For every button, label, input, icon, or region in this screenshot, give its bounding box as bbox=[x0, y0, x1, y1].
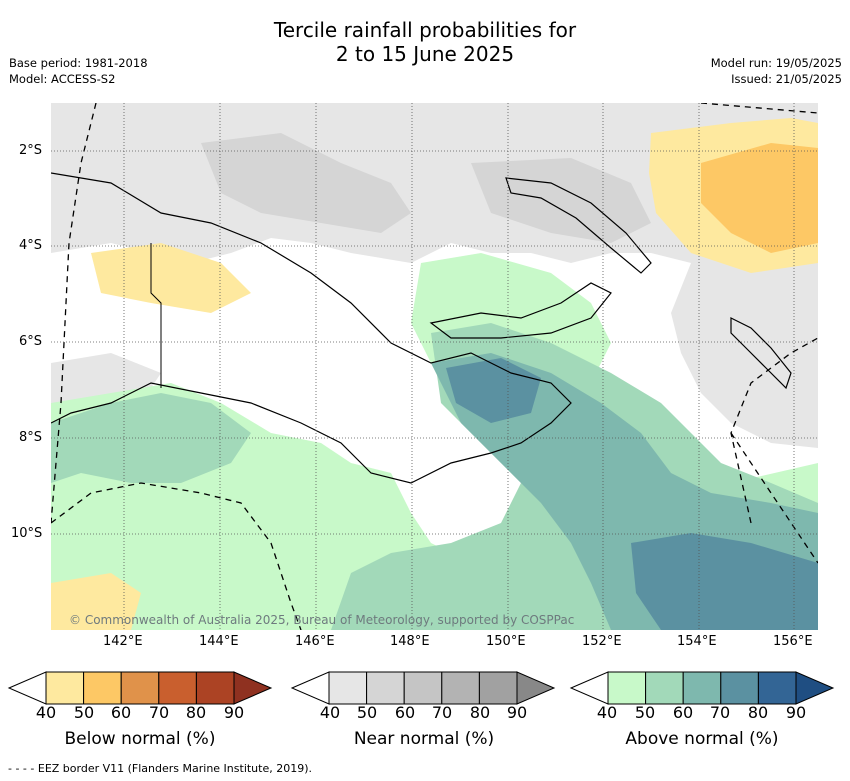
colorbar-segment bbox=[195, 671, 235, 705]
issued-date: Issued: 21/05/2025 bbox=[731, 72, 842, 86]
colorbar-above-normal bbox=[569, 671, 835, 705]
lon-label-148e: 148°E bbox=[390, 634, 430, 649]
coastline-new-ireland bbox=[505, 177, 652, 274]
lat-label-10s: 10°S bbox=[11, 526, 43, 541]
colorbar-near-normal bbox=[290, 671, 556, 705]
graticule bbox=[51, 103, 818, 630]
colorbar-segment bbox=[328, 671, 368, 705]
below-tick-90: 90 bbox=[223, 703, 245, 722]
colorbar-segment bbox=[403, 671, 443, 705]
above-tick-50: 50 bbox=[634, 703, 656, 722]
lon-label-142e: 142°E bbox=[103, 634, 143, 649]
eez-border bbox=[51, 103, 818, 630]
lon-label-144e: 144°E bbox=[199, 634, 239, 649]
above-tick-90: 90 bbox=[785, 703, 807, 722]
title-line-2: 2 to 15 June 2025 bbox=[335, 42, 515, 66]
colorbar-extend-low bbox=[290, 671, 330, 705]
near-normal-region-east bbox=[671, 253, 818, 448]
near-tick-70: 70 bbox=[431, 703, 453, 722]
above-normal-label: Above normal (%) bbox=[625, 729, 779, 749]
title-line-1: Tercile rainfall probabilities for bbox=[273, 18, 577, 42]
lat-label-8s: 8°S bbox=[19, 430, 43, 445]
colorbar-extend-high bbox=[795, 671, 835, 705]
lat-label-6s: 6°S bbox=[19, 334, 43, 349]
below-tick-40: 40 bbox=[35, 703, 57, 722]
below-normal-50-west bbox=[91, 243, 251, 313]
colorbar-extend-high bbox=[516, 671, 556, 705]
above-tick-80: 80 bbox=[747, 703, 769, 722]
lon-label-156e: 156°E bbox=[773, 634, 813, 649]
colorbar-segment bbox=[366, 671, 405, 705]
below-tick-50: 50 bbox=[73, 703, 95, 722]
probability-map bbox=[51, 103, 818, 630]
near-normal-region-inland bbox=[201, 133, 411, 233]
meta-left: Base period: 1981-2018 Model: ACCESS-S2 bbox=[9, 55, 148, 87]
near-tick-60: 60 bbox=[394, 703, 416, 722]
above-normal-80-south bbox=[631, 533, 818, 630]
colorbar-segment bbox=[682, 671, 722, 705]
colorbar-extend-high bbox=[233, 671, 273, 705]
colorbar-segment bbox=[478, 671, 518, 705]
colorbar-segment bbox=[607, 671, 647, 705]
lon-label-154e: 154°E bbox=[677, 634, 717, 649]
country-border bbox=[150, 243, 162, 388]
above-tick-70: 70 bbox=[709, 703, 731, 722]
below-normal-60-east bbox=[701, 143, 818, 253]
below-tick-60: 60 bbox=[110, 703, 132, 722]
near-tick-50: 50 bbox=[356, 703, 378, 722]
above-tick-40: 40 bbox=[596, 703, 618, 722]
no-dominant-region bbox=[151, 273, 411, 433]
above-tick-60: 60 bbox=[672, 703, 694, 722]
eez-legend: - - - - EEZ border V11 (Flanders Marine … bbox=[8, 762, 313, 775]
below-normal-label: Below normal (%) bbox=[64, 729, 216, 749]
near-tick-80: 80 bbox=[469, 703, 491, 722]
colorbar-segment bbox=[83, 671, 122, 705]
colorbar-extend-low bbox=[569, 671, 609, 705]
lon-label-150e: 150°E bbox=[486, 634, 526, 649]
lon-label-146e: 146°E bbox=[295, 634, 335, 649]
colorbar-segment bbox=[158, 671, 197, 705]
colorbar-segment bbox=[441, 671, 480, 705]
coastline-bougainville bbox=[730, 317, 792, 390]
below-tick-80: 80 bbox=[185, 703, 207, 722]
base-period: Base period: 1981-2018 bbox=[9, 56, 148, 70]
lon-label-152e: 152°E bbox=[582, 634, 622, 649]
coastline-new-guinea bbox=[51, 172, 572, 484]
near-tick-40: 40 bbox=[319, 703, 341, 722]
below-tick-70: 70 bbox=[148, 703, 170, 722]
model-name: Model: ACCESS-S2 bbox=[9, 72, 116, 86]
near-normal-label: Near normal (%) bbox=[353, 729, 495, 749]
colorbar-below-normal bbox=[7, 671, 273, 705]
colorbar-segment bbox=[720, 671, 759, 705]
map-title: Tercile rainfall probabilities for 2 to … bbox=[0, 18, 850, 66]
colorbar-segment bbox=[120, 671, 160, 705]
near-tick-90: 90 bbox=[506, 703, 528, 722]
colorbar-extend-low bbox=[7, 671, 47, 705]
meta-right: Model run: 19/05/2025 Issued: 21/05/2025 bbox=[711, 55, 842, 87]
copyright-text: © Commonwealth of Australia 2025, Bureau… bbox=[69, 613, 575, 627]
colorbar-segment bbox=[645, 671, 684, 705]
model-run: Model run: 19/05/2025 bbox=[710, 56, 842, 70]
colorbar-strip bbox=[7, 671, 835, 705]
lat-label-2s: 2°S bbox=[19, 143, 43, 158]
colorbar-segment bbox=[45, 671, 85, 705]
colorbar-segment bbox=[757, 671, 797, 705]
below-normal-50-sw bbox=[51, 573, 141, 630]
lat-label-4s: 4°S bbox=[19, 238, 43, 253]
